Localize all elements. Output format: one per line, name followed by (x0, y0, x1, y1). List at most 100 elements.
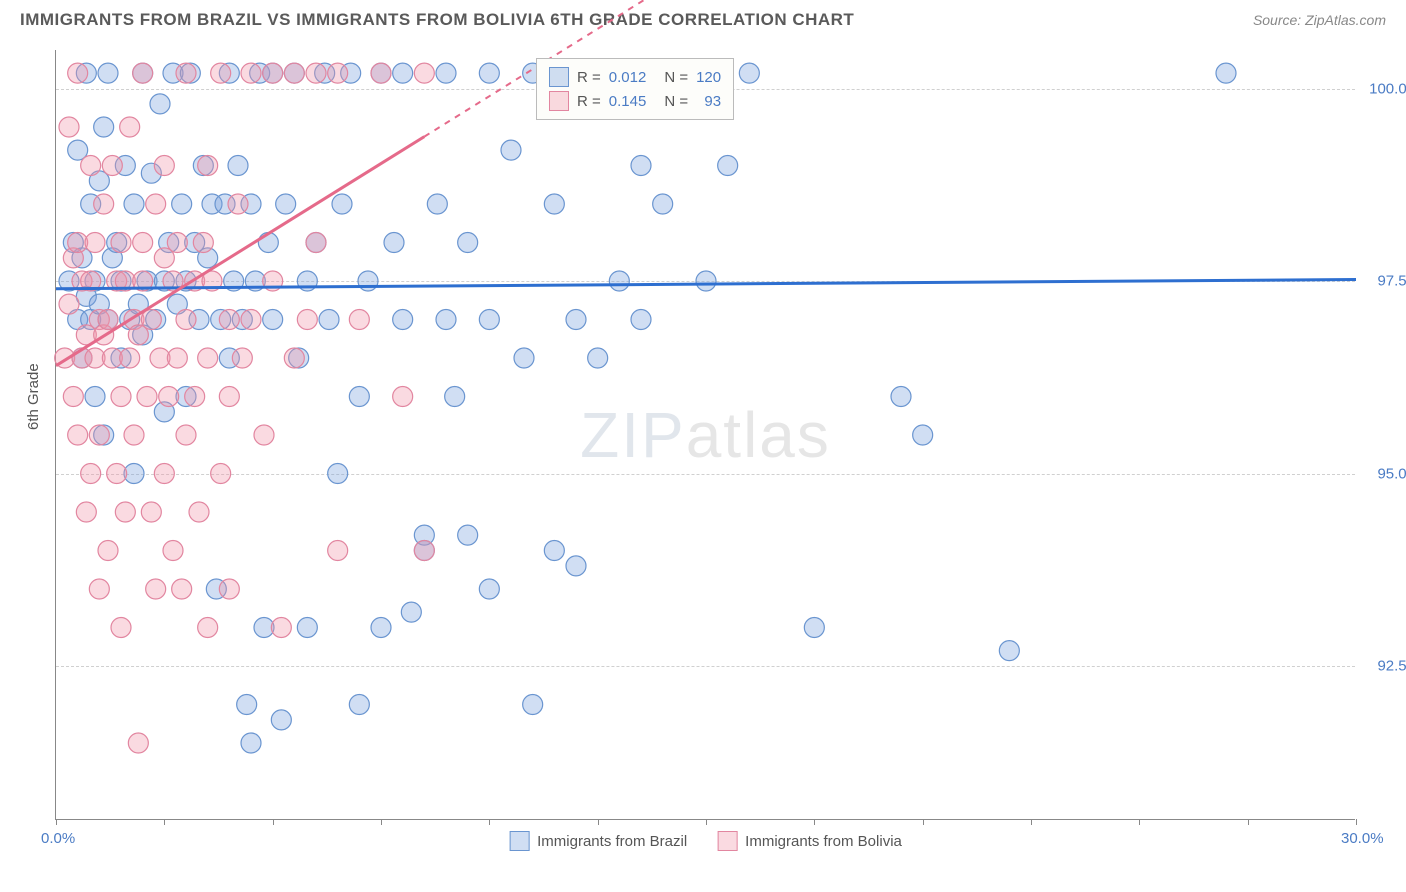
data-point (263, 63, 283, 83)
data-point (349, 695, 369, 715)
data-point (501, 140, 521, 160)
data-point (393, 63, 413, 83)
data-point (150, 94, 170, 114)
data-point (401, 602, 421, 622)
data-point (458, 233, 478, 253)
chart-container: ZIPatlas R =0.012N =120R =0.145N = 93 0.… (55, 50, 1355, 820)
data-point (258, 233, 278, 253)
data-point (297, 310, 317, 330)
data-point (141, 502, 161, 522)
data-point (414, 541, 434, 561)
y-tick-label: 97.5% (1377, 273, 1406, 290)
x-tick (1248, 819, 1249, 825)
data-point (176, 425, 196, 445)
data-point (124, 425, 144, 445)
legend-n-label: N = (664, 93, 688, 110)
legend-r-value: 0.012 (609, 69, 647, 86)
data-point (68, 425, 88, 445)
data-point (85, 233, 105, 253)
data-point (102, 156, 122, 176)
data-point (241, 63, 261, 83)
data-point (176, 310, 196, 330)
legend-label: Immigrants from Brazil (537, 833, 687, 850)
data-point (94, 117, 114, 137)
data-point (718, 156, 738, 176)
data-point (393, 310, 413, 330)
data-point (319, 310, 339, 330)
y-axis-label: 6th Grade (25, 363, 42, 430)
data-point (98, 541, 118, 561)
data-point (271, 710, 291, 730)
data-point (328, 464, 348, 484)
x-tick (164, 819, 165, 825)
chart-title: IMMIGRANTS FROM BRAZIL VS IMMIGRANTS FRO… (20, 10, 854, 30)
data-point (228, 156, 248, 176)
legend-r-label: R = (577, 69, 601, 86)
plot-area: ZIPatlas R =0.012N =120R =0.145N = 93 0.… (55, 50, 1355, 820)
x-tick (489, 819, 490, 825)
source-label: Source: ZipAtlas.com (1253, 12, 1386, 28)
data-point (241, 733, 261, 753)
data-point (128, 733, 148, 753)
data-point (804, 618, 824, 638)
x-tick (1031, 819, 1032, 825)
data-point (891, 387, 911, 407)
y-tick-label: 100.0% (1369, 80, 1406, 97)
x-tick (814, 819, 815, 825)
data-point (63, 387, 83, 407)
data-point (167, 348, 187, 368)
legend-item: Immigrants from Brazil (509, 831, 687, 851)
data-point (111, 233, 131, 253)
legend-row: R =0.012N =120 (549, 65, 721, 89)
data-point (479, 63, 499, 83)
data-point (68, 63, 88, 83)
data-point (479, 579, 499, 599)
data-point (271, 618, 291, 638)
data-point (427, 194, 447, 214)
legend-label: Immigrants from Bolivia (745, 833, 902, 850)
data-point (1216, 63, 1236, 83)
data-point (172, 579, 192, 599)
legend-item: Immigrants from Bolivia (717, 831, 902, 851)
data-point (544, 194, 564, 214)
data-point (349, 387, 369, 407)
data-point (211, 63, 231, 83)
data-point (414, 63, 434, 83)
data-point (328, 541, 348, 561)
data-point (198, 618, 218, 638)
x-tick-label: 30.0% (1341, 830, 1384, 847)
data-point (609, 271, 629, 291)
data-point (306, 233, 326, 253)
legend-correlation: R = 0.012 N = 120 R =0.145N = 93 (536, 58, 734, 120)
data-point (154, 464, 174, 484)
data-point (193, 233, 213, 253)
data-point (146, 579, 166, 599)
legend-n-value: 120 (696, 69, 721, 86)
data-point (107, 464, 127, 484)
data-point (696, 271, 716, 291)
data-point (167, 233, 187, 253)
data-point (133, 233, 153, 253)
data-point (176, 63, 196, 83)
data-point (371, 63, 391, 83)
data-point (284, 63, 304, 83)
x-tick (923, 819, 924, 825)
data-point (393, 387, 413, 407)
legend-swatch (549, 67, 569, 87)
x-tick (273, 819, 274, 825)
x-tick-label: 0.0% (41, 830, 75, 847)
data-point (120, 117, 140, 137)
data-point (328, 63, 348, 83)
x-tick (598, 819, 599, 825)
data-point (59, 117, 79, 137)
data-point (154, 156, 174, 176)
y-tick-label: 95.0% (1377, 465, 1406, 482)
data-point (276, 194, 296, 214)
legend-swatch (509, 831, 529, 851)
data-point (228, 194, 248, 214)
data-point (544, 541, 564, 561)
data-point (566, 556, 586, 576)
data-point (479, 310, 499, 330)
data-point (124, 194, 144, 214)
legend-row: R =0.145N = 93 (549, 89, 721, 113)
